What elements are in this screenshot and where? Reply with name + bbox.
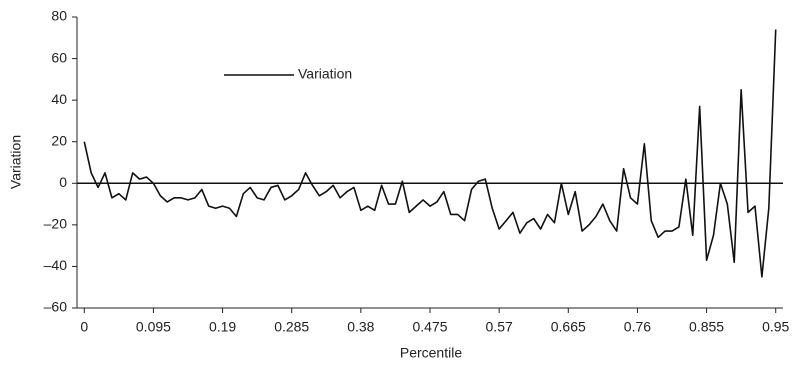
x-tick-label: 0.285 [274,319,309,335]
y-tick-label: –40 [44,257,68,273]
legend-label: Variation [298,66,352,82]
y-tick-label: 0 [59,174,67,190]
x-tick-label: 0.76 [624,319,651,335]
y-tick-label: 20 [51,132,67,148]
x-tick-label: 0.57 [486,319,513,335]
x-tick-label: 0.475 [412,319,447,335]
y-tick-label: 80 [51,8,67,24]
x-tick-label: 0.19 [209,319,236,335]
x-tick-label: 0.095 [136,319,171,335]
y-tick-label: 60 [51,49,67,65]
y-tick-label: –60 [44,299,68,315]
x-axis-label: Percentile [400,345,462,361]
y-tick-label: –20 [44,216,68,232]
y-axis-label: Variation [8,135,24,189]
x-tick-label: 0.855 [689,319,724,335]
y-tick-label: 40 [51,91,67,107]
x-tick-label: 0 [80,319,88,335]
x-tick-label: 0.38 [347,319,374,335]
data-line [83,29,777,278]
x-tick-label: 0.665 [551,319,586,335]
x-tick-label: 0.95 [762,319,789,335]
